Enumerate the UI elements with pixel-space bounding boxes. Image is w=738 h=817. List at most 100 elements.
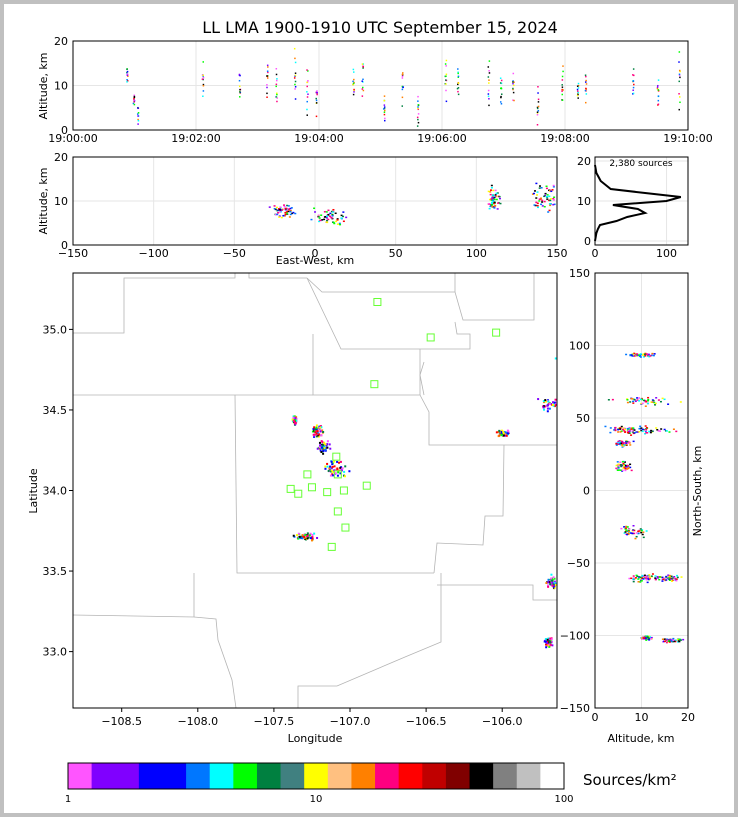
plan-source-point xyxy=(546,407,549,410)
plan-source-point xyxy=(344,465,347,468)
ns-source-point xyxy=(640,402,643,405)
ew-source-point xyxy=(545,196,548,198)
ns-source-point xyxy=(619,427,622,429)
ew-source-point xyxy=(283,204,286,206)
time-source-point xyxy=(457,76,460,78)
time-source-point xyxy=(133,100,136,102)
ns-source-point xyxy=(657,577,660,579)
ew-source-point xyxy=(283,215,286,217)
time-source-point xyxy=(383,109,386,112)
plan-source-point xyxy=(327,469,330,472)
time-source-point xyxy=(127,75,129,77)
ew-source-point xyxy=(321,219,324,221)
time-source-point xyxy=(561,75,564,78)
ns-source-point xyxy=(659,400,662,403)
ns-source-point xyxy=(651,430,654,432)
ns-source-point xyxy=(672,639,675,642)
ns-source-point xyxy=(631,398,634,400)
ns-ytick-label: 0 xyxy=(583,485,590,498)
plan-source-point xyxy=(313,435,316,438)
plan-source-point xyxy=(543,640,546,643)
ns-source-point xyxy=(644,429,647,431)
ns-source-point xyxy=(617,428,620,431)
hist-ytick-label: 0 xyxy=(584,235,591,248)
ew-source-point xyxy=(552,197,555,200)
time-source-point xyxy=(133,94,136,97)
ns-source-point xyxy=(629,401,632,403)
ns-source-point xyxy=(627,431,630,434)
ns-source-point xyxy=(617,467,620,469)
time-source-point xyxy=(316,90,318,92)
ew-source-point xyxy=(532,192,535,195)
ns-source-point xyxy=(630,469,633,472)
time-source-point xyxy=(294,98,297,100)
ns-source-point xyxy=(623,532,626,534)
ns-source-point xyxy=(675,578,678,580)
ns-source-point xyxy=(632,578,635,580)
time-source-point xyxy=(536,123,539,126)
ns-source-point xyxy=(657,430,660,432)
plan-source-point xyxy=(506,429,509,432)
colorbar-tick-label: 10 xyxy=(310,794,323,805)
time-source-point xyxy=(316,92,318,95)
time-source-point xyxy=(293,77,296,79)
ns-source-point xyxy=(640,531,643,534)
ns-source-point xyxy=(647,574,650,577)
plan-source-point xyxy=(330,461,333,464)
plan-xtick-label: −108.0 xyxy=(177,715,218,728)
ns-source-point xyxy=(636,397,639,399)
time-source-point xyxy=(577,92,579,95)
time-source-point xyxy=(678,73,681,76)
plan-source-point xyxy=(330,469,333,472)
time-source-point xyxy=(276,92,278,95)
plan-source-point xyxy=(552,585,555,588)
time-source-point xyxy=(275,83,278,86)
time-source-point xyxy=(445,65,447,67)
time-source-point xyxy=(402,86,404,89)
plan-source-point xyxy=(550,640,553,643)
ew-source-point xyxy=(490,199,493,201)
ew-ytick-label: 0 xyxy=(61,239,68,252)
ew-source-point xyxy=(332,221,335,224)
ew-source-point xyxy=(330,216,333,219)
ns-source-point xyxy=(640,427,643,429)
time-source-point xyxy=(633,74,635,77)
ns-source-point xyxy=(626,399,629,401)
ns-source-point xyxy=(678,640,681,643)
time-source-point xyxy=(416,125,419,127)
ns-source-point xyxy=(633,355,636,357)
colorbar-segment xyxy=(209,763,234,789)
time-source-point xyxy=(294,61,297,64)
ns-source-point xyxy=(623,466,626,469)
ew-source-point xyxy=(273,205,276,207)
ns-source-point xyxy=(646,636,649,639)
ns-source-point xyxy=(622,442,625,444)
plan-source-point xyxy=(545,582,548,585)
ns-source-point xyxy=(654,404,657,406)
ew-source-point xyxy=(319,219,322,222)
ns-source-point xyxy=(647,354,650,357)
ns-source-point xyxy=(668,574,671,577)
ew-source-point xyxy=(332,211,335,213)
ew-source-point xyxy=(491,199,494,201)
time-source-point xyxy=(275,73,278,76)
plan-ytick-label: 33.0 xyxy=(43,646,68,659)
time-source-point xyxy=(353,78,355,81)
ns-source-point xyxy=(657,399,660,401)
plan-source-point xyxy=(500,430,503,433)
time-source-point xyxy=(657,79,660,81)
stations xyxy=(286,298,501,551)
time-source-point xyxy=(353,91,355,93)
time-source-point xyxy=(678,74,681,77)
ew-source-point xyxy=(535,182,538,185)
time-source-point xyxy=(239,88,241,91)
ns-source-point xyxy=(648,355,651,358)
time-source-point xyxy=(294,80,297,83)
plan-source-point xyxy=(503,431,506,434)
colorbar-segment xyxy=(115,763,140,789)
plan-source-point xyxy=(336,460,339,463)
ns-source-point xyxy=(639,576,642,578)
time-source-point xyxy=(362,67,364,69)
plan-source-point xyxy=(309,537,312,540)
ns-source-point xyxy=(668,579,671,581)
